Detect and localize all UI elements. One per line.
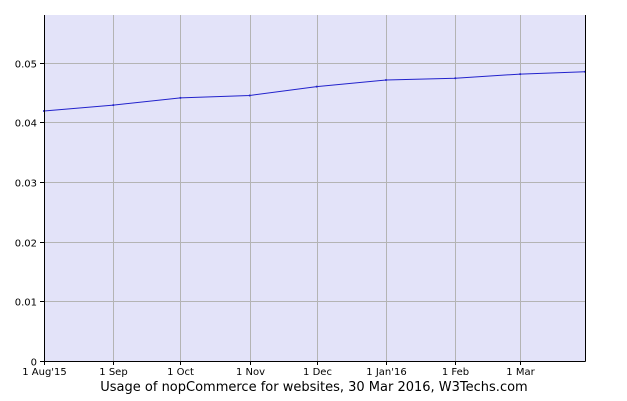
axes: [40, 15, 586, 365]
x-tick-label: 1 Sep: [99, 367, 127, 378]
x-tick-label: 1 Oct: [167, 367, 194, 378]
plot-area: [44, 15, 585, 361]
x-tick-label: 1 Feb: [442, 367, 469, 378]
series-point: [179, 96, 182, 99]
y-tick-label: 0.01: [15, 298, 37, 309]
x-tick-label: 1 Aug'15: [22, 367, 67, 378]
series-point: [385, 79, 387, 81]
grid-lines: [44, 15, 585, 361]
series-point: [248, 94, 251, 97]
y-tick-label: 0.03: [15, 179, 37, 190]
y-tick-label: 0.02: [15, 239, 37, 250]
x-tick-label: 1 Mar: [506, 367, 535, 378]
y-tick-label: 0.04: [15, 119, 37, 130]
series-point: [454, 77, 457, 80]
y-tick-labels: 0 0.01 0.02 0.03 0.04 0.05: [15, 60, 37, 369]
x-tick-label: 1 Jan'16: [366, 367, 406, 378]
x-tick-label: 1 Dec: [303, 367, 332, 378]
series-point: [112, 104, 115, 107]
chart-caption: Usage of nopCommerce for websites, 30 Ma…: [100, 380, 527, 395]
x-tick-labels: 1 Aug'15 1 Sep 1 Oct 1 Nov 1 Dec 1 Jan'16 1 Fe…: [22, 367, 535, 378]
series-point: [519, 73, 522, 76]
series-point: [315, 85, 318, 88]
x-tick-label: 1 Nov: [236, 367, 265, 378]
y-tick-label: 0: [31, 358, 37, 369]
y-tick-label: 0.05: [15, 60, 37, 71]
